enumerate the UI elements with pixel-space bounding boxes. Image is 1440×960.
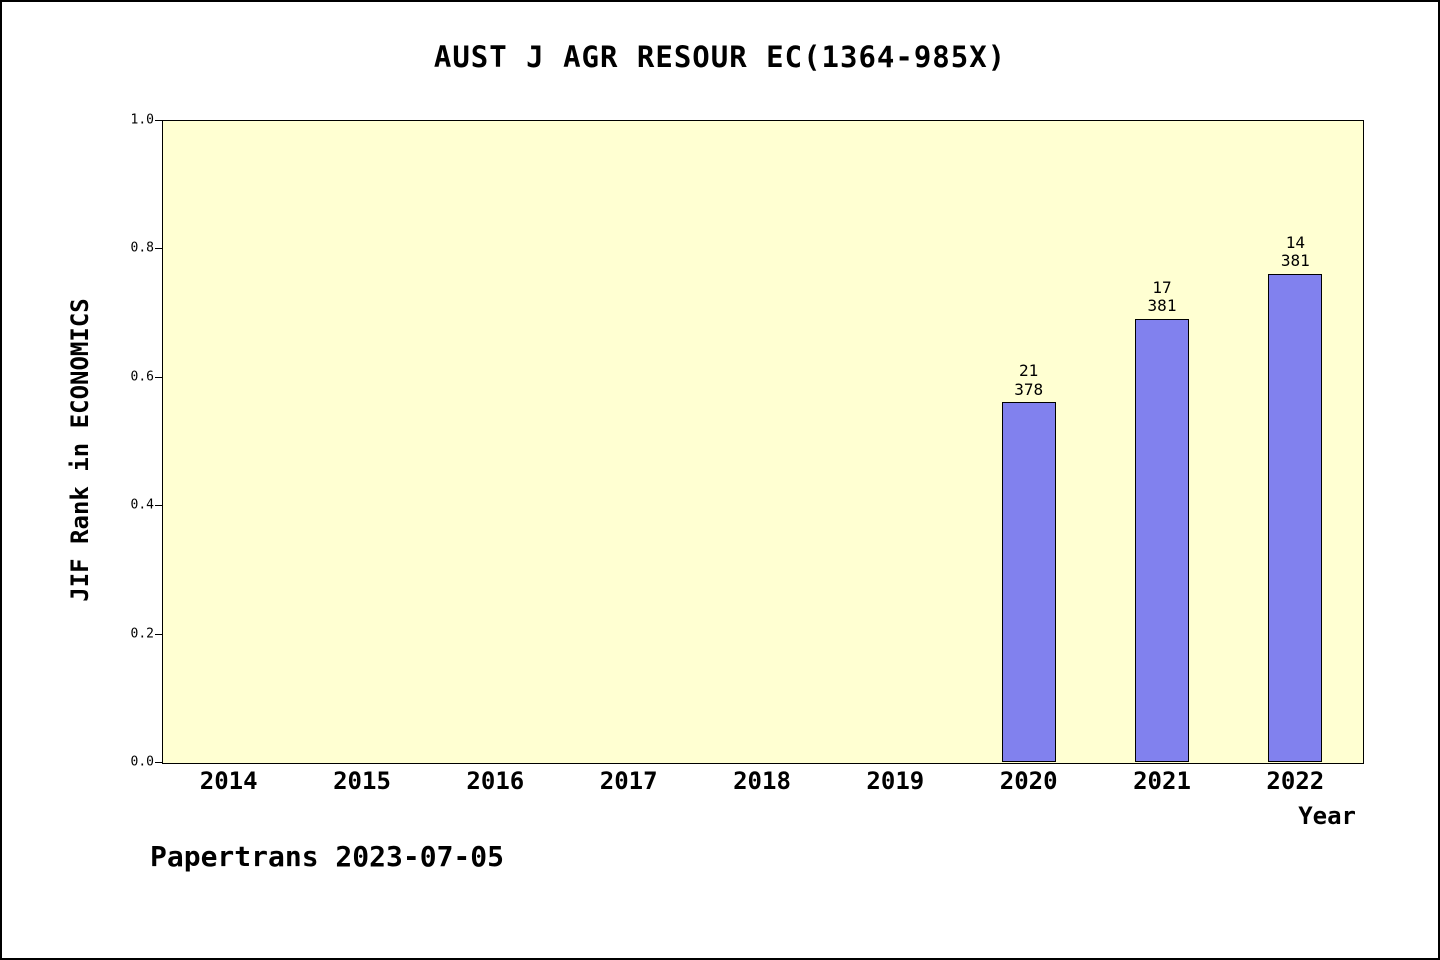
x-tick-label: 2018 [733, 767, 791, 795]
y-tick-label: 0.0 [130, 754, 154, 770]
bar-value-label: 14 381 [1280, 233, 1310, 271]
chart-title: AUST J AGR RESOUR EC(1364-985X) [433, 40, 1007, 74]
bar [1268, 274, 1323, 762]
x-tick-label: 2016 [466, 767, 525, 795]
x-tick-label: 2015 [333, 767, 391, 795]
x-axis-label: Year [1298, 802, 1356, 830]
x-tick-label: 2020 [999, 767, 1058, 795]
x-tick-label: 2022 [1266, 767, 1325, 795]
y-tick-mark [155, 120, 163, 121]
footer-text: Papertrans 2023-07-05 [150, 840, 505, 873]
x-tick-label: 2014 [199, 767, 258, 795]
y-tick-label: 0.6 [130, 369, 154, 385]
y-tick-label: 0.2 [130, 626, 154, 642]
x-tick-label: 2019 [866, 767, 925, 795]
y-tick-label: 0.8 [130, 240, 154, 256]
y-tick-mark [155, 633, 163, 635]
x-tick-label: 2021 [1133, 767, 1191, 795]
y-axis-label: JIF Rank in ECONOMICS [66, 298, 94, 602]
bar [1001, 402, 1056, 762]
x-tick-label: 2017 [599, 767, 658, 795]
y-tick-mark [155, 762, 163, 763]
y-tick-label: 1.0 [130, 112, 154, 128]
y-tick-mark [155, 505, 163, 507]
y-tick-mark [155, 376, 163, 378]
y-tick-mark [155, 248, 163, 250]
bar-value-label: 17 381 [1147, 278, 1177, 316]
bar [1135, 319, 1189, 762]
bar-value-label: 21 378 [1014, 361, 1044, 400]
y-tick-label: 0.4 [130, 497, 154, 513]
